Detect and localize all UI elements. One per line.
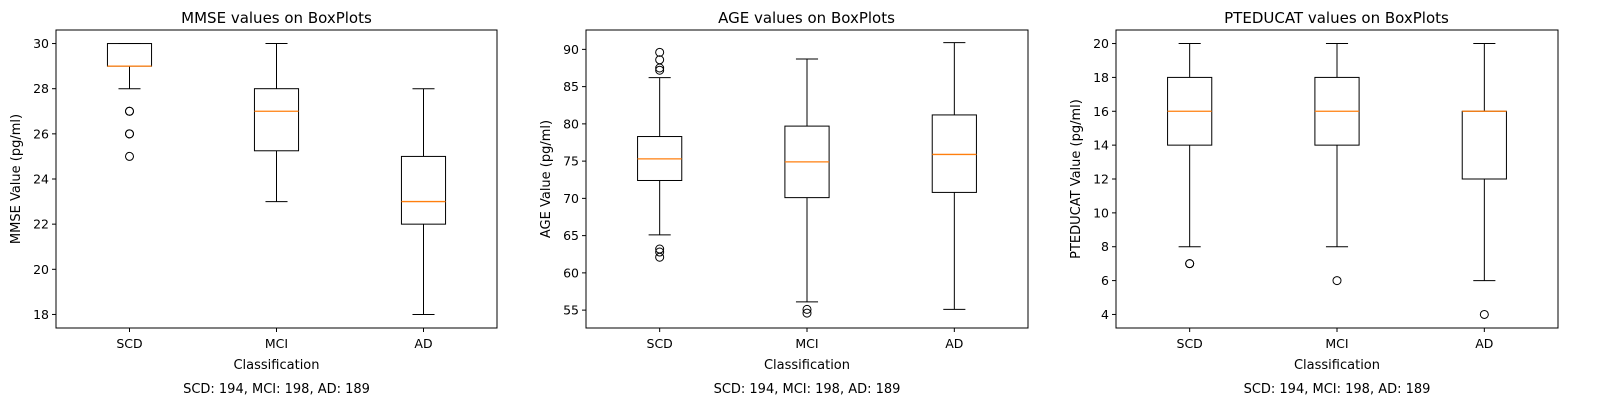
y-tick-label: 4	[1101, 307, 1109, 322]
y-tick-label: 65	[563, 228, 579, 243]
outlier-point	[655, 47, 665, 57]
sample-count-footnote: SCD: 194, MCI: 198, AD: 189	[1244, 382, 1431, 397]
box-group	[637, 42, 977, 318]
x-axis: SCD MCI AD	[647, 328, 963, 351]
y-tick-label: 24	[33, 172, 49, 187]
iqr-box	[1461, 110, 1507, 180]
y-tick-label: 80	[563, 116, 579, 131]
y-axis-label: MMSE Value (pg/ml)	[9, 114, 24, 244]
iqr-box	[931, 114, 977, 193]
x-axis: SCD MCI AD	[1177, 328, 1493, 351]
outlier-point	[802, 304, 812, 314]
iqr-box	[106, 43, 153, 67]
y-axis: 55 60 65 70 75 80 85 90	[563, 42, 586, 318]
x-axis-label: Classification	[764, 358, 850, 373]
mmse-boxplot-panel: MMSE values on BoxPlots 18 20 22 24 26 28 30 S…	[9, 9, 498, 397]
x-tick-label-mci: MCI	[1325, 336, 1348, 351]
box-scd	[106, 43, 153, 161]
x-tick-label-mci: MCI	[795, 336, 818, 351]
box-scd	[1167, 43, 1213, 269]
y-tick-label: 10	[1093, 205, 1109, 220]
iqr-box	[253, 88, 300, 152]
y-tick-label: 12	[1093, 172, 1109, 187]
y-tick-label: 75	[563, 154, 579, 169]
outlier-point	[655, 65, 665, 75]
x-tick-label-scd: SCD	[1177, 336, 1203, 351]
box-mci	[784, 58, 830, 318]
y-tick-label: 28	[33, 81, 49, 96]
y-tick-label: 18	[1093, 70, 1109, 85]
y-tick-label: 16	[1093, 104, 1109, 119]
x-tick-label-scd: SCD	[647, 336, 673, 351]
sample-count-footnote: SCD: 194, MCI: 198, AD: 189	[183, 382, 370, 397]
outlier-point	[125, 129, 134, 139]
y-tick-label: 60	[563, 265, 579, 280]
box-scd	[637, 47, 683, 262]
outlier-point	[125, 106, 134, 116]
outlier-point	[655, 252, 665, 262]
x-tick-label-ad: AD	[414, 336, 432, 351]
box-ad	[1461, 43, 1507, 319]
y-tick-label: 55	[563, 303, 579, 318]
y-tick-label: 22	[33, 217, 49, 232]
y-tick-label: 14	[1093, 138, 1109, 153]
x-axis-label: Classification	[233, 358, 319, 373]
x-tick-label-ad: AD	[945, 336, 963, 351]
outlier-point	[125, 151, 134, 161]
outlier-point	[1479, 309, 1489, 319]
x-tick-label-scd: SCD	[116, 336, 142, 351]
y-tick-label: 26	[33, 126, 49, 141]
y-axis-label: PTEDUCAT Value (pg/ml)	[1069, 99, 1084, 259]
x-axis: SCD MCI AD	[116, 328, 433, 351]
box-mci	[1314, 43, 1360, 286]
y-tick-label: 90	[563, 42, 579, 57]
outlier-point	[655, 63, 665, 73]
y-axis-label: AGE Value (pg/ml)	[539, 120, 554, 238]
box-group	[1167, 43, 1507, 319]
sample-count-footnote: SCD: 194, MCI: 198, AD: 189	[714, 382, 901, 397]
y-tick-label: 8	[1101, 239, 1109, 254]
age-boxplot-panel: AGE values on BoxPlots 5560657075808590 …	[539, 9, 1029, 397]
chart-title: PTEDUCAT values on BoxPlots	[1224, 9, 1449, 27]
x-tick-label-ad: AD	[1475, 336, 1493, 351]
y-tick-label: 18	[33, 307, 49, 322]
y-axis: 18 20 22 24 26 28 30	[33, 36, 56, 322]
outlier-point	[1185, 259, 1195, 269]
box-ad	[931, 42, 977, 310]
x-axis-label: Classification	[1294, 358, 1380, 373]
y-axis: 4 6 8 10 12 14 16 18 20	[1093, 36, 1116, 322]
box-group	[106, 43, 447, 315]
outlier-point	[802, 308, 812, 318]
box-mci	[253, 43, 300, 203]
outlier-point	[655, 55, 665, 65]
y-tick-label: 70	[563, 191, 579, 206]
outlier-point	[1332, 276, 1342, 286]
y-tick-label: 6	[1101, 273, 1109, 288]
x-tick-label-mci: MCI	[265, 336, 288, 351]
y-tick-label: 20	[33, 262, 49, 277]
iqr-box	[400, 155, 447, 225]
outlier-point	[655, 247, 665, 257]
y-tick-label: 20	[1093, 36, 1109, 51]
y-tick-label: 85	[563, 79, 579, 94]
pteducat-boxplot-panel: PTEDUCAT values on BoxPlots 4 6 8 10 12 14 16 1…	[1069, 9, 1559, 397]
chart-title: MMSE values on BoxPlots	[181, 9, 372, 27]
chart-title: AGE values on BoxPlots	[718, 9, 895, 27]
y-tick-label: 30	[33, 36, 49, 51]
box-ad	[400, 88, 447, 315]
